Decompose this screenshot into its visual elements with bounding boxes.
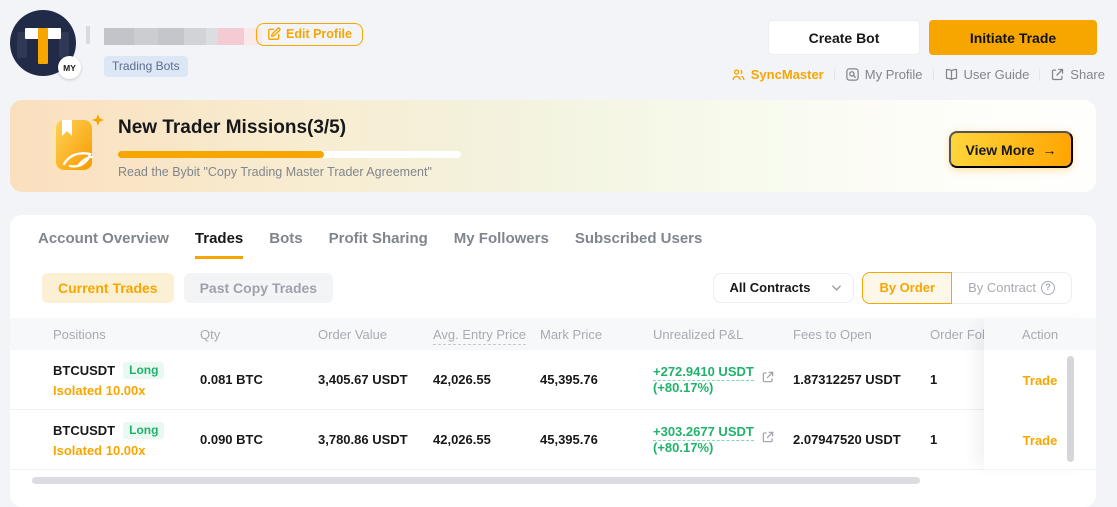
chevron-down-icon (832, 284, 842, 291)
profile-preview-icon (845, 67, 860, 82)
share-pnl-icon[interactable] (761, 430, 775, 444)
trade-link[interactable]: Trade (1022, 432, 1058, 448)
missions-progress (118, 151, 461, 158)
book-icon (944, 67, 959, 82)
tab-profit-sharing[interactable]: Profit Sharing (328, 230, 428, 247)
qty: 0.081 BTC (200, 372, 263, 387)
edit-profile-button[interactable]: Edit Profile (256, 23, 363, 46)
divider (1039, 68, 1041, 81)
tab-trades[interactable]: Trades (194, 230, 244, 259)
qty: 0.090 BTC (200, 432, 263, 447)
all-contracts-dropdown[interactable]: All Contracts (712, 273, 855, 303)
table-header: Positions Qty Order Value Avg. Entry Pri… (10, 318, 1096, 350)
side-badge: Long (123, 421, 165, 439)
trader-avatar[interactable]: MY (10, 10, 81, 79)
avg-entry-price: 42,026.55 (433, 432, 491, 447)
mark-price: 45,395.76 (540, 432, 598, 447)
symbol: BTCUSDT (53, 422, 116, 438)
symbol: BTCUSDT (53, 362, 116, 378)
missions-subtitle: Read the Bybit "Copy Trading Master Trad… (118, 165, 432, 179)
order-followers: 1 (930, 372, 938, 387)
margin-mode: Isolated 10.00x (53, 382, 146, 398)
missions-progress-fill (118, 151, 324, 158)
divider (833, 68, 835, 81)
current-trades-pill[interactable]: Current Trades (42, 273, 174, 303)
mark-price: 45,395.76 (540, 372, 598, 387)
order-value: 3,780.86 USDT (318, 432, 408, 447)
people-icon (731, 67, 746, 82)
past-copy-trades-pill[interactable]: Past Copy Trades (183, 273, 334, 303)
view-more-button[interactable]: View More → (949, 131, 1073, 168)
redacted-username (104, 28, 262, 45)
trader-missions-banner: New Trader Missions(3/5) Read the Bybit … (10, 100, 1096, 192)
edit-icon (267, 27, 281, 41)
create-bot-button[interactable]: Create Bot (768, 20, 920, 55)
action-column: Action Trade Trade (984, 318, 1096, 470)
share-icon (1050, 67, 1065, 82)
arrow-right-icon: → (1042, 141, 1057, 158)
mission-book-icon (44, 112, 106, 180)
action-header: Action (984, 318, 1096, 350)
initiate-trade-button[interactable]: Initiate Trade (929, 20, 1097, 55)
unrealized-pnl: +272.9410 USDT (+80.17%) (653, 363, 754, 395)
avatar-decor (59, 32, 69, 58)
trades-table: Positions Qty Order Value Avg. Entry Pri… (10, 318, 1096, 470)
syncmaster-link[interactable]: SyncMaster (731, 67, 824, 82)
missions-title: New Trader Missions(3/5) (118, 117, 347, 138)
tab-subscribed-users[interactable]: Subscribed Users (574, 230, 703, 247)
tab-bots[interactable]: Bots (269, 230, 303, 247)
tab-account-overview[interactable]: Account Overview (38, 230, 169, 247)
order-value: 3,405.67 USDT (318, 372, 408, 387)
avg-entry-price: 42,026.55 (433, 372, 491, 387)
table-row: BTCUSDT Long Isolated 10.00x 0.081 BTC 3… (10, 350, 1096, 410)
divider (932, 68, 934, 81)
fees-to-open: 2.07947520 USDT (793, 432, 901, 447)
user-guide-link[interactable]: User Guide (944, 67, 1029, 82)
horizontal-scrollbar[interactable] (32, 477, 920, 484)
main-tabs: Account Overview Trades Bots Profit Shar… (10, 215, 1096, 259)
my-badge: MY (58, 56, 81, 79)
by-order-toggle[interactable]: By Order (862, 272, 953, 304)
trade-link[interactable]: Trade (1022, 372, 1058, 388)
tab-my-followers[interactable]: My Followers (453, 230, 549, 247)
fees-to-open: 1.87312257 USDT (793, 372, 901, 387)
unrealized-pnl: +303.2677 USDT (+80.17%) (653, 423, 754, 455)
avg-entry-header[interactable]: Avg. Entry Price (433, 326, 526, 345)
name-divider (86, 26, 90, 44)
avatar-logo-stem (38, 28, 48, 64)
margin-mode: Isolated 10.00x (53, 442, 146, 458)
share-pnl-icon[interactable] (761, 370, 775, 384)
by-contract-toggle[interactable]: By Contract ? (952, 272, 1072, 304)
share-link[interactable]: Share (1050, 67, 1105, 82)
trades-panel: Account Overview Trades Bots Profit Shar… (10, 215, 1096, 507)
trading-bots-tag: Trading Bots (104, 56, 188, 77)
avatar-decor (17, 32, 27, 58)
table-row: BTCUSDT Long Isolated 10.00x 0.090 BTC 3… (10, 410, 1096, 470)
side-badge: Long (123, 361, 165, 379)
vertical-scrollbar[interactable] (1067, 356, 1074, 462)
help-icon[interactable]: ? (1041, 280, 1055, 295)
my-profile-link[interactable]: My Profile (845, 67, 923, 82)
edit-profile-label: Edit Profile (286, 27, 352, 41)
order-followers: 1 (930, 432, 938, 447)
